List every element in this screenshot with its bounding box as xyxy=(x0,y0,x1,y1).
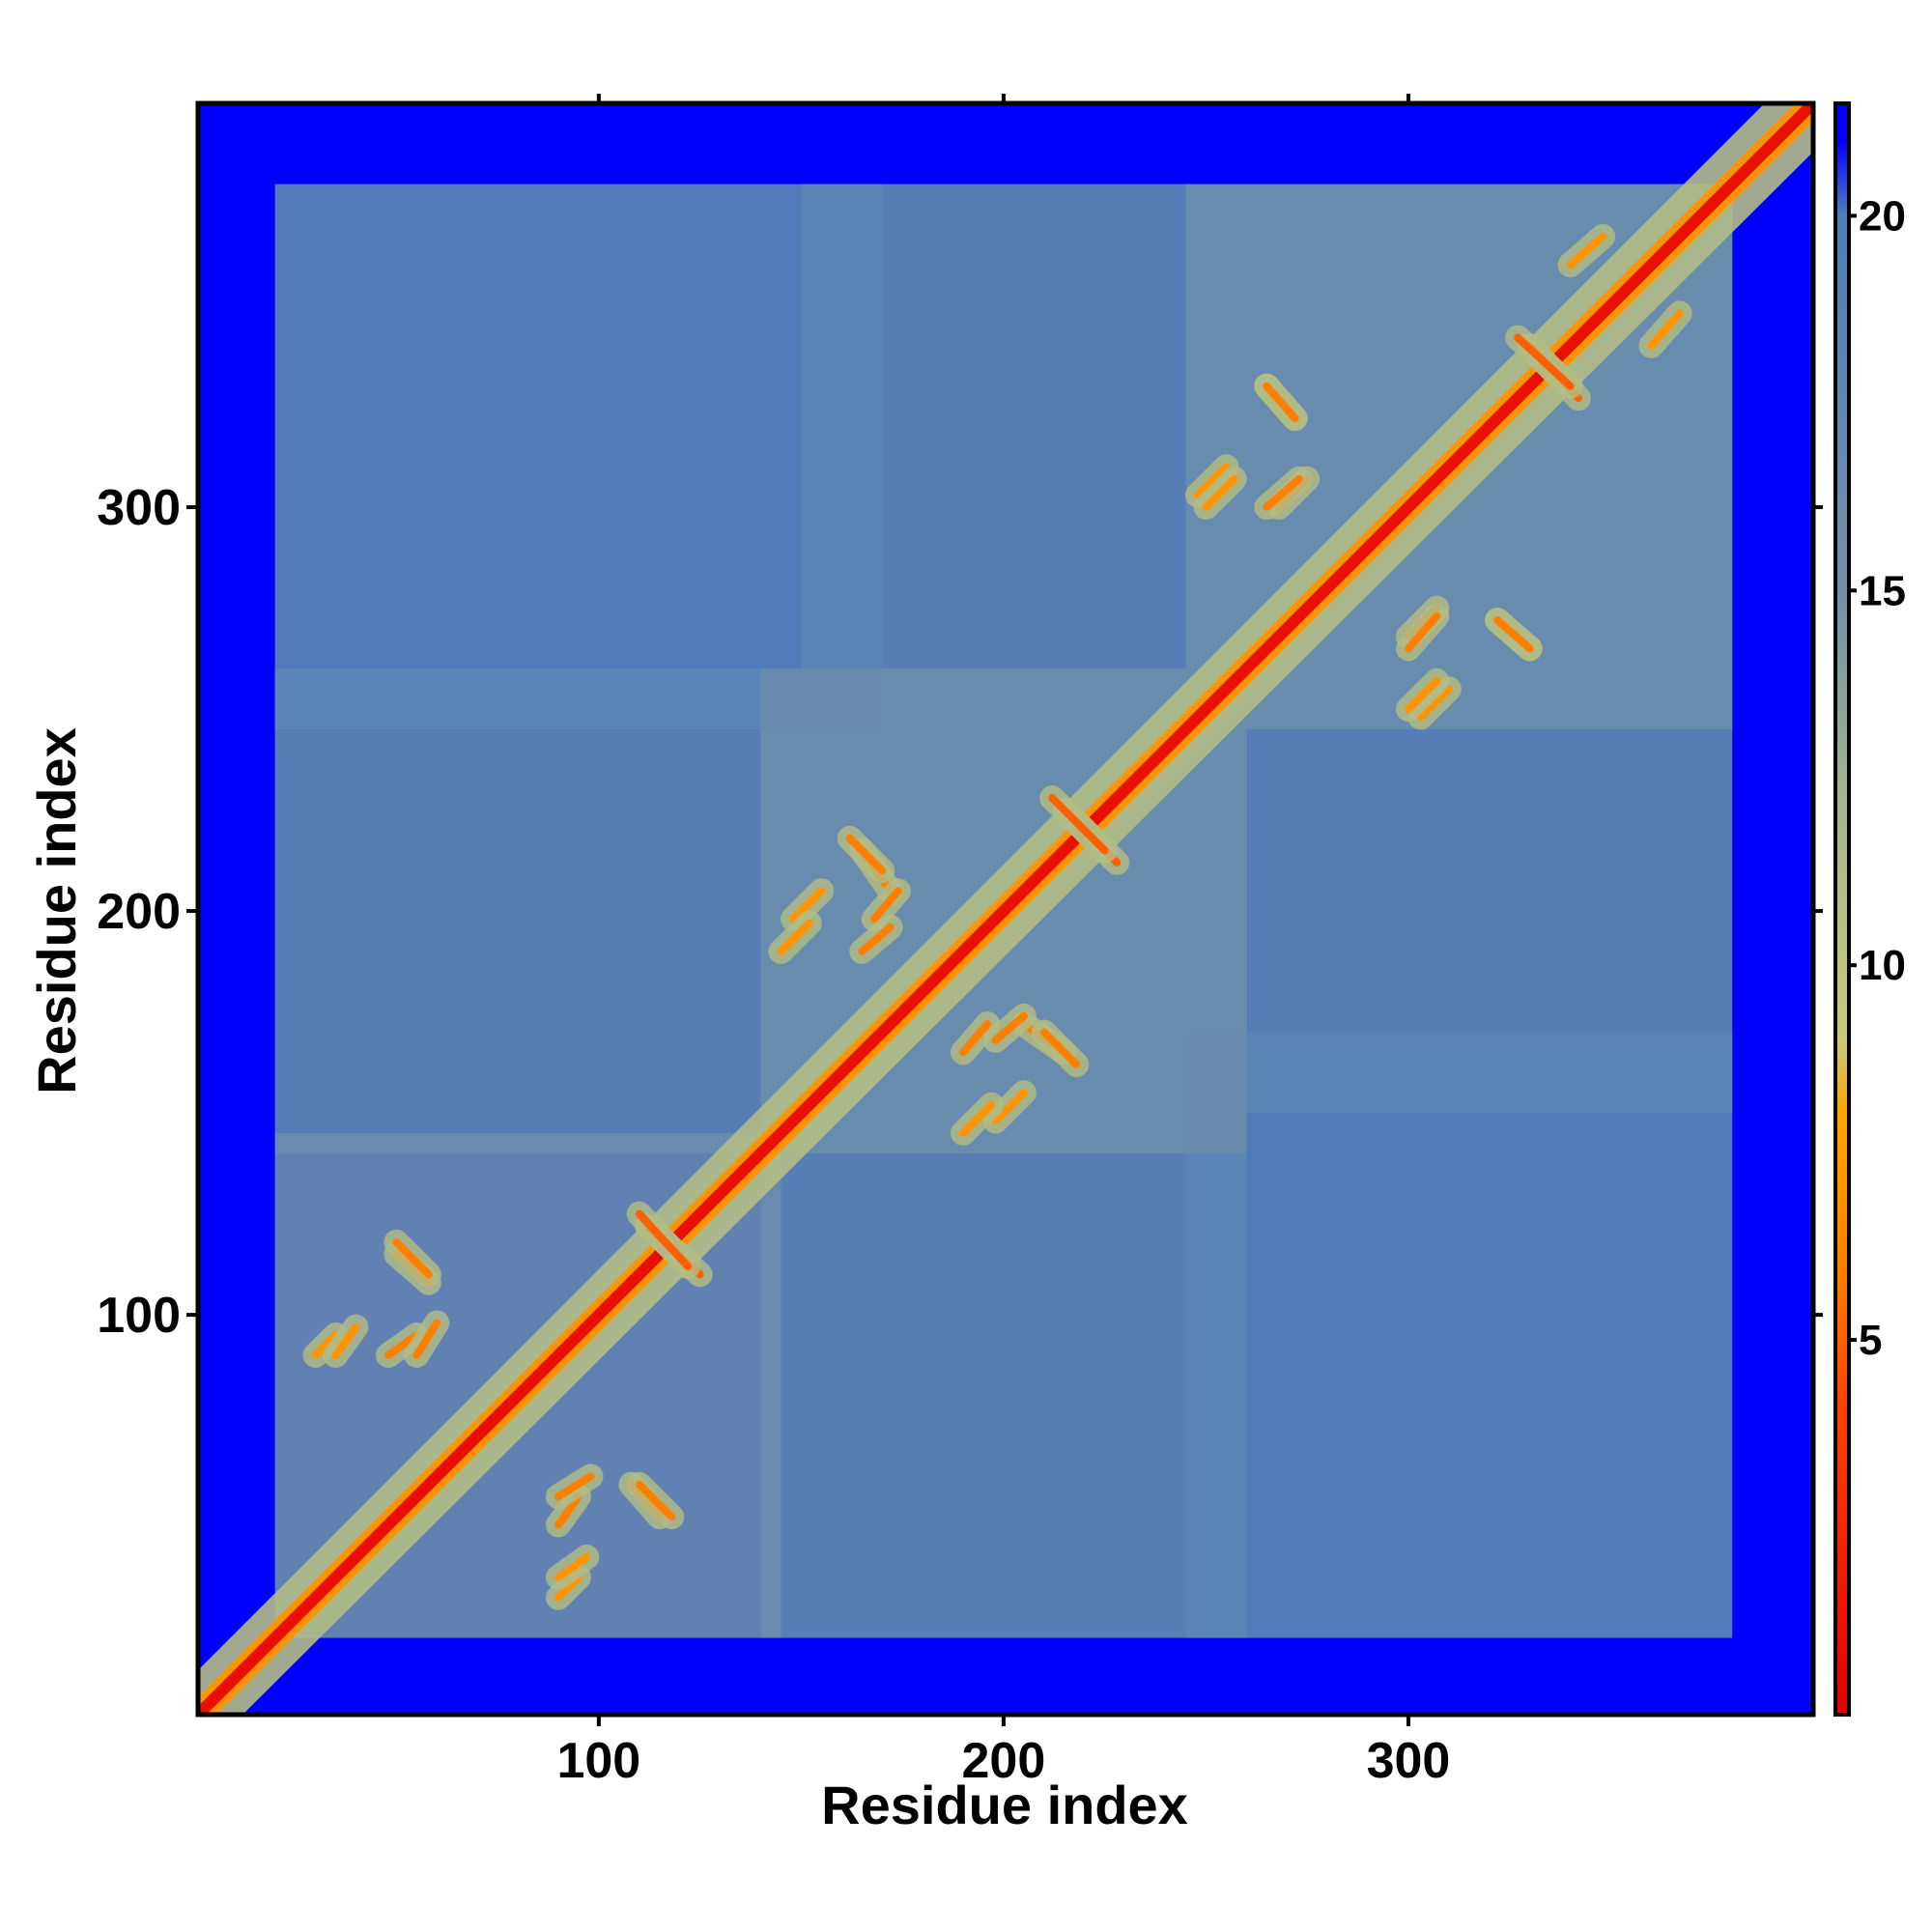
contact-segment xyxy=(1416,685,1453,722)
x-tick-label: 200 xyxy=(962,1733,1046,1789)
contact-segment xyxy=(331,1322,360,1359)
contact-segment xyxy=(869,887,902,923)
colorbar-tick-label: 5 xyxy=(1859,1317,1882,1364)
colorbar-tick-label: 10 xyxy=(1859,942,1906,989)
contact-segment xyxy=(1404,676,1441,714)
heatmap-plot-area xyxy=(195,100,1816,1718)
contact-segment xyxy=(1039,1028,1081,1068)
contact-segment xyxy=(1404,611,1441,653)
colorbar-tick-label: 20 xyxy=(1859,192,1906,240)
colorbar: 5 10 15 20 xyxy=(1833,101,1906,1717)
x-tick-label: 100 xyxy=(556,1733,640,1789)
inter-domain-region-lower-2 xyxy=(274,184,883,729)
contact-segment xyxy=(991,1089,1028,1125)
y-tick-label: 300 xyxy=(97,480,181,536)
contact-segment xyxy=(858,923,895,955)
colorbar-fill xyxy=(1835,103,1849,1715)
contact-segment xyxy=(1514,333,1575,390)
contact-segment xyxy=(1194,463,1231,499)
y-tick-label: 100 xyxy=(97,1288,181,1344)
contact-segment xyxy=(845,834,887,875)
colorbar-tick-label: 15 xyxy=(1859,567,1906,614)
contact-segment xyxy=(959,1100,996,1138)
contact-segment xyxy=(1566,232,1607,270)
plot-frame xyxy=(195,100,1816,1718)
contact-segment xyxy=(959,1020,992,1057)
contact-segment xyxy=(392,1237,433,1279)
contact-segment xyxy=(384,1331,421,1359)
contact-segment xyxy=(412,1319,441,1359)
contact-segment xyxy=(777,919,813,955)
contact-segment xyxy=(991,1011,1028,1044)
contact-segment xyxy=(1048,794,1109,855)
contact-segment xyxy=(789,887,826,923)
heatmap-cells xyxy=(198,103,1813,1715)
contact-segment xyxy=(1493,616,1534,653)
contact-segment xyxy=(1263,382,1299,423)
contact-segment xyxy=(1263,474,1303,512)
inter-domain-region-upper-2 xyxy=(1185,1032,1733,1638)
y-axis: 100 200 300 xyxy=(97,480,1823,1344)
colorbar-ticks: 5 10 15 20 xyxy=(1849,192,1906,1364)
y-tick-label: 200 xyxy=(97,884,181,940)
contact-segment xyxy=(554,1552,591,1581)
contact-segment xyxy=(1647,309,1684,350)
contact-segment xyxy=(635,1480,676,1521)
x-axis: 100 200 300 xyxy=(556,94,1450,1789)
x-axis-title: Residue index xyxy=(821,1775,1188,1835)
contact-segment xyxy=(554,1472,595,1501)
contact-segment xyxy=(635,1209,693,1270)
contact-segment xyxy=(1202,474,1238,512)
contact-segment xyxy=(554,1492,582,1529)
colorbar-frame xyxy=(1833,101,1851,1717)
x-tick-label: 300 xyxy=(1367,1733,1451,1789)
y-axis-title: Residue index xyxy=(26,727,87,1094)
